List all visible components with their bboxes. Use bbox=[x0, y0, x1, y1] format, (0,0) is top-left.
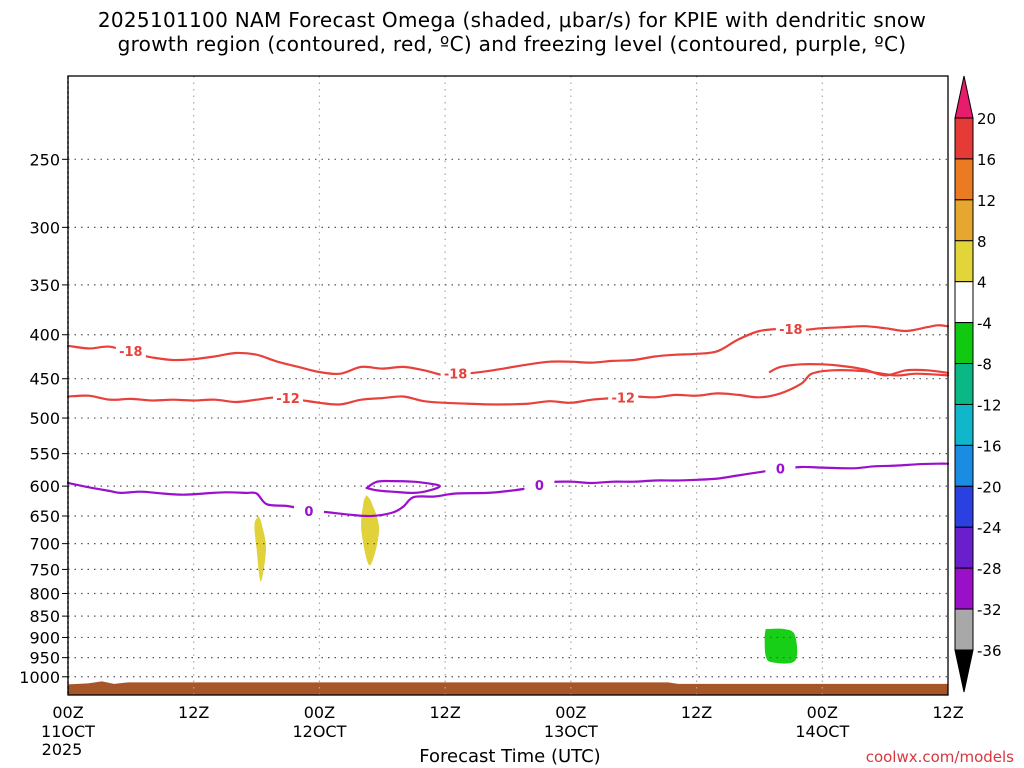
colorbar-top-arrow bbox=[954, 75, 974, 119]
colorbar-tick-label-2: 16 bbox=[977, 151, 996, 169]
x-tick-date-7: 14OCT bbox=[795, 722, 849, 741]
x-tick-label-3: 00Z bbox=[304, 703, 335, 722]
colorbar-segment-8 bbox=[954, 403, 974, 446]
contour-label-4-2: 0 bbox=[535, 479, 544, 494]
x-tick-date-1: 11OCT bbox=[41, 722, 95, 741]
x-tick-label-6: 12Z bbox=[681, 703, 712, 722]
y-tick-label-700: 700 bbox=[29, 535, 60, 554]
x-tick-year-1: 2025 bbox=[42, 740, 83, 759]
contour-label-bg-3-2 bbox=[608, 390, 639, 405]
y-tick-label-800: 800 bbox=[29, 584, 60, 603]
y-tick-label-750: 750 bbox=[29, 560, 60, 579]
y-tick-label-850: 850 bbox=[29, 607, 60, 626]
colorbar-segment-10 bbox=[954, 485, 974, 528]
colorbar-segment-13 bbox=[954, 608, 974, 651]
colorbar-tick-label-13: -32 bbox=[977, 601, 1002, 619]
colorbar-tick-label-10: -20 bbox=[977, 478, 1002, 496]
y-tick-label-900: 900 bbox=[29, 628, 60, 647]
colorbar-segment-1 bbox=[954, 117, 974, 160]
contour-label-3-2: -12 bbox=[611, 391, 635, 406]
contour-label-bg-1-2 bbox=[440, 366, 471, 381]
contour-label-4-3: 0 bbox=[776, 462, 785, 477]
x-tick-date-3: 12OCT bbox=[292, 722, 346, 741]
colorbar-tick-label-8: -12 bbox=[977, 396, 1002, 414]
contour-label-1-3: -18 bbox=[779, 323, 803, 338]
ground-terrain bbox=[68, 681, 948, 695]
colorbar-segment-9 bbox=[954, 444, 974, 487]
y-tick-label-400: 400 bbox=[29, 326, 60, 345]
contour-label-3-1: -12 bbox=[276, 392, 300, 407]
contour-line-1 bbox=[66, 324, 950, 377]
x-tick-label-5: 00Z bbox=[555, 703, 586, 722]
colorbar-segment-2 bbox=[954, 158, 974, 201]
y-tick-label-650: 650 bbox=[29, 507, 60, 526]
colorbar-tick-label-5: 4 bbox=[977, 274, 987, 292]
x-tick-label-2: 12Z bbox=[178, 703, 209, 722]
y-tick-label-500: 500 bbox=[29, 409, 60, 428]
y-tick-label-600: 600 bbox=[29, 477, 60, 496]
colorbar-tick-label-11: -24 bbox=[977, 519, 1002, 537]
colorbar-tick-label-6: -4 bbox=[977, 315, 992, 333]
credit-link[interactable]: coolwx.com/models bbox=[865, 748, 1014, 766]
x-tick-label-4: 12Z bbox=[429, 703, 460, 722]
colorbar-segment-4 bbox=[954, 240, 974, 283]
contour-line-5 bbox=[365, 479, 441, 495]
colorbar: 20 16 12 8 4 -4 -8 -12 -16 -20 -24 -28 -32 -36 bbox=[954, 75, 1002, 693]
contour-label-bg-1-3 bbox=[775, 322, 806, 337]
chart-title-line-2: growth region (contoured, red, ºC) and f… bbox=[117, 32, 907, 56]
x-tick-label-7: 00Z bbox=[807, 703, 838, 722]
contour-label-1-1: -18 bbox=[119, 345, 143, 360]
colorbar-segment-5 bbox=[954, 281, 974, 324]
chart-title: 2025101100 NAM Forecast Omega (shaded, μ… bbox=[0, 8, 1024, 56]
contour-label-bg-1-1 bbox=[115, 344, 146, 359]
contour-label-bg-4-3 bbox=[765, 461, 796, 476]
colorbar-tick-label-7: -8 bbox=[977, 356, 992, 374]
chart-title-line-1: 2025101100 NAM Forecast Omega (shaded, μ… bbox=[97, 8, 927, 32]
omega-shaded-region-1 bbox=[254, 516, 267, 582]
y-tick-label-350: 350 bbox=[29, 276, 60, 295]
y-tick-label-300: 300 bbox=[29, 218, 60, 237]
contour-label-bg-4-2 bbox=[524, 477, 555, 492]
colorbar-segment-7 bbox=[954, 363, 974, 405]
colorbar-tick-label-1: 20 bbox=[977, 110, 996, 128]
colorbar-segment-3 bbox=[954, 199, 974, 242]
colorbar-segment-6 bbox=[954, 322, 974, 365]
contour-label-4-1: 0 bbox=[304, 505, 313, 520]
colorbar-tick-label-3: 12 bbox=[977, 192, 996, 210]
contour-label-bg-3-1 bbox=[273, 391, 303, 406]
x-axis-label: Forecast Time (UTC) bbox=[419, 746, 601, 767]
colorbar-tick-label-14: -36 bbox=[977, 642, 1002, 660]
y-tick-label-450: 450 bbox=[29, 370, 60, 389]
colorbar-tick-label-9: -16 bbox=[977, 437, 1002, 455]
omega-shaded-region-3 bbox=[764, 628, 798, 664]
colorbar-tick-label-12: -28 bbox=[977, 560, 1002, 578]
colorbar-segment-11 bbox=[954, 526, 974, 569]
contour-label-1-2: -18 bbox=[444, 368, 468, 383]
x-tick-date-5: 13OCT bbox=[544, 722, 598, 741]
plot-area: -18 -18 -18 -12 -12 0 0 0 250 300 350 400 450 500 550 6… bbox=[19, 75, 964, 759]
omega-shaded-region-2 bbox=[361, 495, 380, 566]
plot-frame bbox=[67, 75, 949, 696]
colorbar-segment-12 bbox=[954, 567, 974, 610]
y-tick-label-550: 550 bbox=[29, 445, 60, 464]
contour-line-3 bbox=[66, 369, 950, 406]
contour-label-bg-4-1 bbox=[293, 503, 324, 518]
contour-line-2 bbox=[768, 362, 950, 377]
colorbar-tick-label-4: 8 bbox=[977, 233, 987, 251]
plot-background bbox=[68, 76, 948, 695]
x-tick-label-1: 00Z bbox=[52, 703, 83, 722]
x-tick-label-8: 12Z bbox=[932, 703, 963, 722]
y-tick-label-950: 950 bbox=[29, 649, 60, 668]
y-tick-label-250: 250 bbox=[29, 150, 60, 169]
colorbar-bottom-arrow bbox=[954, 649, 974, 693]
y-tick-label-1000: 1000 bbox=[19, 668, 60, 687]
